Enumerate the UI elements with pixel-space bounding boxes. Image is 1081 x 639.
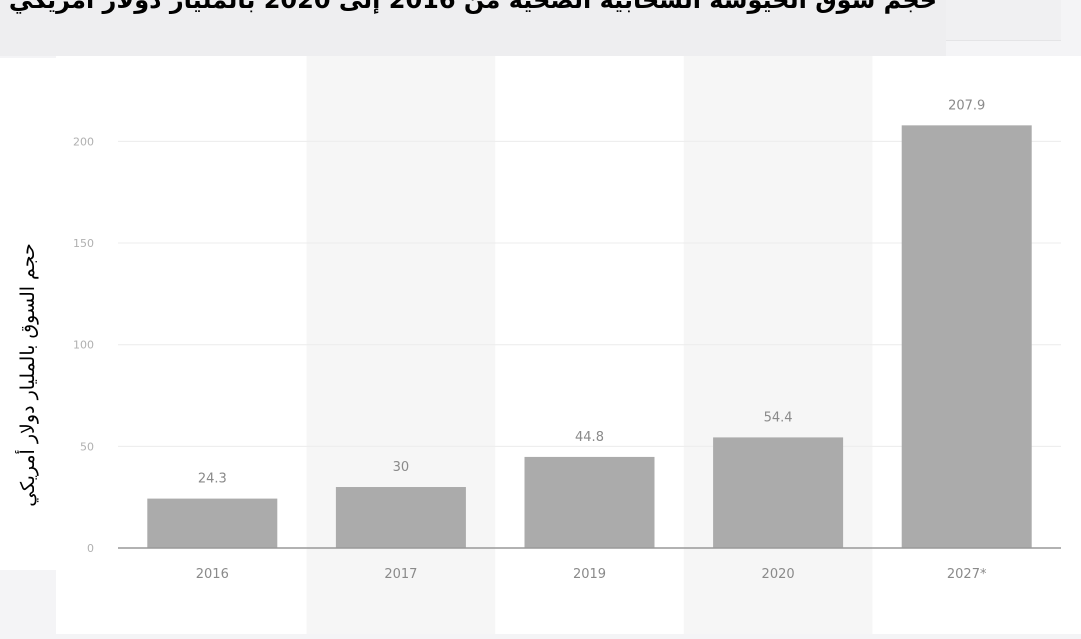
bar (147, 498, 278, 548)
chart-title: حجم سوق الحيوسة السحابية الصحية من 2016 … (8, 0, 938, 14)
data-label: 207.9 (948, 98, 985, 113)
bar (524, 456, 655, 548)
x-tick-label: 2020 (762, 567, 795, 582)
x-tick-label: 2019 (573, 567, 606, 582)
data-label: 24.3 (198, 472, 227, 487)
plot-panel: 0 50 100 150 200 24.3 2016 30 2017 44.8 2019 54.4 20… (56, 56, 1081, 634)
data-label: 44.8 (575, 430, 604, 445)
bar (713, 437, 844, 548)
y-tick-label: 0 (87, 542, 94, 555)
x-tick-label: 2016 (196, 567, 229, 582)
title-bar: حجم سوق الحيوسة السحابية الصحية من 2016 … (0, 0, 946, 56)
title-side-panel (946, 0, 1061, 41)
bar-chart: 0 50 100 150 200 24.3 2016 30 2017 44.8 2019 54.4 20… (73, 56, 1061, 634)
x-tick-label: 2027* (947, 567, 987, 582)
data-label: 54.4 (764, 410, 793, 425)
y-axis-label: حجم السوق بالمليار دولار أمريكي (17, 243, 39, 507)
bar (335, 487, 466, 548)
y-tick-label: 100 (73, 339, 94, 352)
x-tick-label: 2017 (384, 567, 417, 582)
y-tick-label: 50 (80, 440, 94, 453)
bar (901, 125, 1032, 549)
y-tick-label: 150 (73, 237, 94, 250)
y-axis-label-panel: حجم السوق بالمليار دولار أمريكي (0, 58, 56, 570)
data-label: 30 (393, 460, 410, 475)
y-tick-label: 200 (73, 135, 94, 148)
